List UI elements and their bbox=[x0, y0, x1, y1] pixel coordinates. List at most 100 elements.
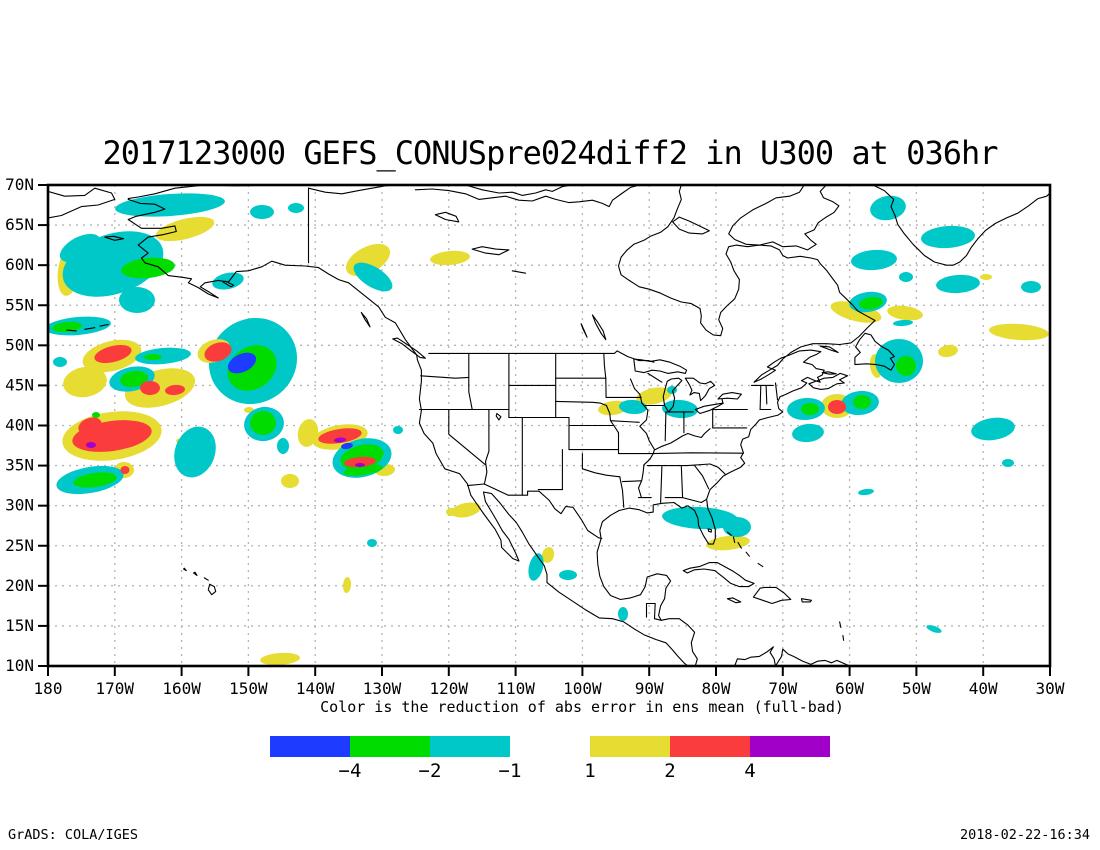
lon-tick-label: 130W bbox=[363, 679, 402, 698]
contour-region-red bbox=[318, 428, 362, 444]
contour-region-cyan bbox=[662, 506, 738, 530]
contour-region-cyan bbox=[936, 274, 980, 294]
axis-labels: 70N65N60N55N50N45N40N35N30N25N20N15N10N1… bbox=[5, 175, 1065, 698]
contour-region-purple bbox=[86, 442, 96, 448]
lon-tick-label: 120W bbox=[430, 679, 469, 698]
contour-region-green bbox=[144, 354, 162, 360]
lat-tick-label: 65N bbox=[5, 215, 34, 234]
contour-region-red bbox=[344, 456, 376, 468]
colorbar-negative bbox=[270, 736, 510, 757]
contour-region-green bbox=[343, 464, 383, 476]
colorbar-tick-label: 2 bbox=[664, 760, 676, 782]
contour-region-green bbox=[52, 321, 82, 333]
colorbar-segment-green bbox=[350, 736, 430, 757]
lon-tick-label: 70W bbox=[768, 679, 797, 698]
contour-region-yellow bbox=[938, 344, 958, 358]
contour-region-yellow bbox=[342, 577, 352, 593]
contour-region-yellow bbox=[155, 216, 215, 242]
plot-frame bbox=[46, 183, 1052, 668]
contour-region-yellow bbox=[989, 323, 1049, 341]
contour-region-green bbox=[896, 356, 916, 376]
lon-tick-label: 170W bbox=[96, 679, 135, 698]
lon-tick-label: 40W bbox=[969, 679, 998, 698]
contour-region-cyan bbox=[926, 625, 942, 633]
lon-tick-label: 140W bbox=[296, 679, 335, 698]
lon-tick-label: 80W bbox=[702, 679, 731, 698]
lat-tick-label: 60N bbox=[5, 255, 34, 274]
lon-tick-label: 50W bbox=[902, 679, 931, 698]
colorbar-positive bbox=[590, 736, 830, 757]
lat-tick-label: 20N bbox=[5, 576, 34, 595]
colorbar-tick-label: −4 bbox=[338, 760, 362, 782]
lat-tick-label: 30N bbox=[5, 496, 34, 515]
contour-region-cyan bbox=[858, 488, 874, 496]
colorbar-tick-label: 1 bbox=[584, 760, 596, 782]
colorbar-tick-label: −2 bbox=[418, 760, 442, 782]
contour-region-cyan bbox=[288, 203, 304, 213]
contour-region-cyan bbox=[723, 517, 751, 537]
lat-tick-label: 50N bbox=[5, 335, 34, 354]
legend-caption: Color is the reduction of abs error in e… bbox=[320, 698, 844, 716]
coastlines bbox=[48, 185, 1050, 666]
contour-region-cyan bbox=[619, 399, 647, 415]
colorbar-tick-label: 4 bbox=[744, 760, 756, 782]
contour-region-purple bbox=[355, 463, 365, 467]
contour-region-cyan bbox=[1021, 281, 1041, 293]
contour-region-cyan bbox=[353, 262, 393, 292]
lon-tick-label: 90W bbox=[635, 679, 664, 698]
contour-region-cyan bbox=[618, 607, 628, 621]
contour-region-green bbox=[121, 257, 175, 279]
contour-region-green bbox=[859, 296, 883, 310]
contour-region-purple bbox=[334, 437, 346, 443]
lat-tick-label: 40N bbox=[5, 416, 34, 435]
contour-region-yellow bbox=[297, 419, 319, 447]
contour-region-red bbox=[828, 400, 846, 414]
contour-region-red bbox=[120, 466, 130, 474]
contour-region-cyan bbox=[212, 272, 244, 290]
lon-tick-label: 150W bbox=[229, 679, 268, 698]
contour-region-red bbox=[78, 417, 102, 435]
contour-region-cyan bbox=[851, 249, 897, 271]
contour-region-cyan bbox=[971, 417, 1015, 441]
lat-tick-label: 25N bbox=[5, 536, 34, 555]
contour-regions bbox=[48, 193, 1049, 666]
lon-tick-label: 180 bbox=[34, 679, 63, 698]
lon-tick-label: 30W bbox=[1036, 679, 1065, 698]
contour-region-cyan bbox=[250, 205, 274, 219]
contour-region-green bbox=[92, 412, 100, 418]
grads-credit: GrADS: COLA/IGES bbox=[8, 827, 139, 843]
contour-region-cyan bbox=[792, 423, 824, 443]
contour-region-cyan bbox=[119, 287, 155, 313]
contour-region-yellow bbox=[451, 502, 481, 518]
colorbar-segment-blue bbox=[270, 736, 350, 757]
contour-region-green bbox=[801, 403, 819, 415]
contour-region-yellow bbox=[63, 366, 107, 398]
contour-region-blue bbox=[341, 442, 353, 450]
lat-tick-label: 10N bbox=[5, 656, 34, 675]
lon-tick-label: 160W bbox=[162, 679, 201, 698]
contour-region-green bbox=[250, 411, 276, 435]
contour-region-red bbox=[94, 344, 132, 364]
contour-region-green bbox=[73, 472, 117, 488]
axis-ticks bbox=[38, 184, 1051, 676]
contour-region-yellow bbox=[281, 474, 299, 488]
contour-region-cyan bbox=[115, 193, 225, 217]
lat-tick-label: 70N bbox=[5, 175, 34, 194]
contour-region-yellow bbox=[260, 652, 300, 666]
contour-region-cyan bbox=[277, 438, 289, 454]
contour-region-yellow bbox=[887, 305, 923, 321]
contour-region-cyan bbox=[559, 570, 577, 580]
contour-region-cyan bbox=[53, 357, 67, 367]
grid-lines bbox=[48, 185, 1050, 666]
contour-region-red bbox=[204, 342, 232, 362]
state-borders bbox=[307, 187, 779, 621]
lat-tick-label: 15N bbox=[5, 616, 34, 635]
contour-region-yellow bbox=[446, 508, 458, 516]
contour-region-cyan bbox=[921, 225, 975, 249]
contour-region-cyan bbox=[135, 347, 191, 365]
contour-region-blue bbox=[227, 352, 257, 374]
colorbar-segment-yellow bbox=[590, 736, 670, 757]
lakes bbox=[434, 211, 742, 533]
contour-region-cyan bbox=[59, 233, 101, 263]
lon-tick-label: 100W bbox=[563, 679, 602, 698]
